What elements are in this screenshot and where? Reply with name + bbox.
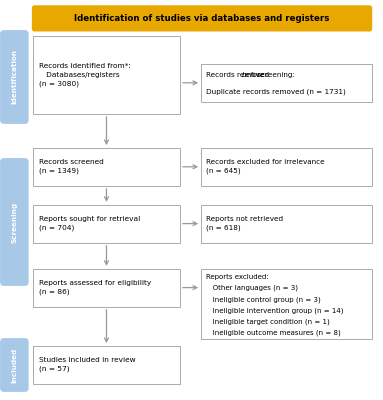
FancyBboxPatch shape xyxy=(1,31,28,123)
Text: Included: Included xyxy=(11,347,17,383)
Text: Ineligible target condition (n = 1): Ineligible target condition (n = 1) xyxy=(206,318,330,325)
Text: Ineligible control group (n = 3): Ineligible control group (n = 3) xyxy=(206,296,321,303)
Text: Duplicate records removed (n = 1731): Duplicate records removed (n = 1731) xyxy=(206,88,346,95)
Text: Studies included in review
(n = 57): Studies included in review (n = 57) xyxy=(39,358,136,372)
FancyBboxPatch shape xyxy=(201,148,372,186)
FancyBboxPatch shape xyxy=(33,36,180,114)
FancyBboxPatch shape xyxy=(33,148,180,186)
FancyBboxPatch shape xyxy=(201,269,372,339)
Text: Screening: Screening xyxy=(11,202,17,242)
Text: before: before xyxy=(242,72,265,78)
Text: Other languages (n = 3): Other languages (n = 3) xyxy=(206,285,298,292)
Text: Records excluded for irrelevance
(n = 645): Records excluded for irrelevance (n = 64… xyxy=(206,160,325,174)
Text: Reports not retrieved
(n = 618): Reports not retrieved (n = 618) xyxy=(206,216,283,231)
FancyBboxPatch shape xyxy=(201,205,372,243)
FancyBboxPatch shape xyxy=(1,159,28,285)
Text: Reports excluded:: Reports excluded: xyxy=(206,274,269,280)
Text: Identification of studies via databases and registers: Identification of studies via databases … xyxy=(74,14,330,23)
Text: Records removed: Records removed xyxy=(206,72,272,78)
FancyBboxPatch shape xyxy=(33,269,180,307)
Text: Ineligible outcome measures (n = 8): Ineligible outcome measures (n = 8) xyxy=(206,330,341,336)
FancyBboxPatch shape xyxy=(33,346,180,384)
Text: Records screened
(n = 1349): Records screened (n = 1349) xyxy=(39,160,104,174)
FancyBboxPatch shape xyxy=(201,64,372,102)
Text: screening:: screening: xyxy=(255,72,295,78)
Text: Reports sought for retrieval
(n = 704): Reports sought for retrieval (n = 704) xyxy=(39,216,141,231)
FancyBboxPatch shape xyxy=(33,205,180,243)
FancyBboxPatch shape xyxy=(1,339,28,391)
Text: Records identified from*:
   Databases/registers
(n = 3080): Records identified from*: Databases/regi… xyxy=(39,63,131,87)
Text: Ineligible intervention group (n = 14): Ineligible intervention group (n = 14) xyxy=(206,307,344,314)
FancyBboxPatch shape xyxy=(33,6,372,31)
Text: Identification: Identification xyxy=(11,50,17,104)
Text: Reports assessed for eligibility
(n = 86): Reports assessed for eligibility (n = 86… xyxy=(39,280,152,295)
